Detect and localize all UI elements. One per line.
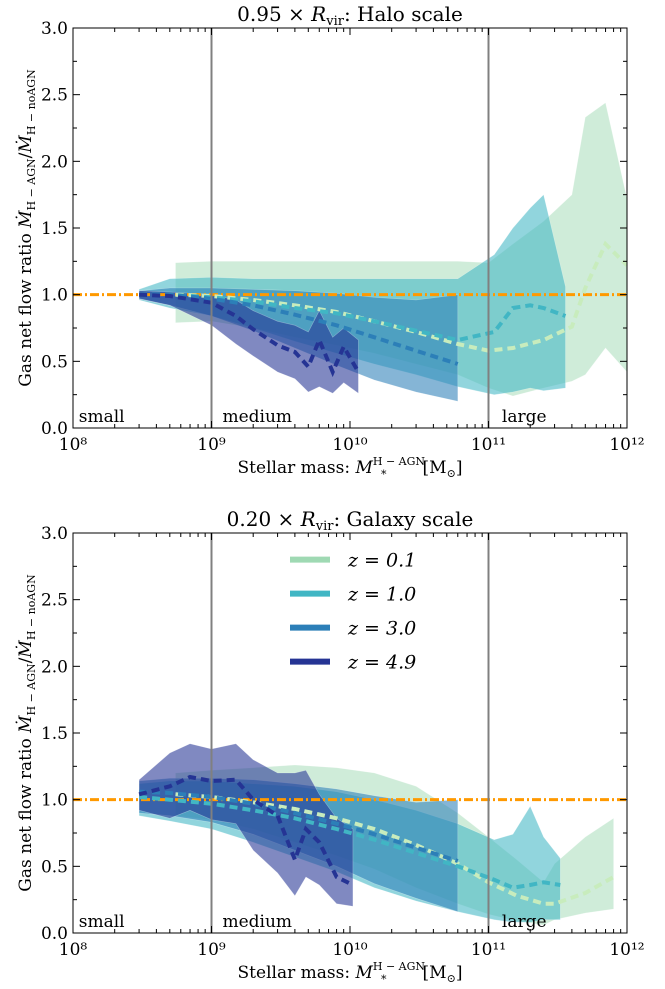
x-tick-label: 10¹⁰ [332, 435, 367, 455]
y-tick-label: 3.0 [41, 19, 68, 39]
region-label-small: small [79, 407, 125, 427]
y-tick-label: 2.0 [41, 657, 68, 677]
x-axis-label: Stellar mass: MH − AGN * [M⊙] [238, 455, 463, 481]
y-axis-label: Gas net flow ratio ṀH − AGN/ṀH − noAGN [15, 69, 38, 387]
y-tick-label: 0.5 [41, 352, 68, 372]
y-tick-label: 2.0 [41, 152, 68, 172]
median-z4-9 [138, 774, 354, 887]
band-z4-9 [138, 290, 359, 394]
y-tick-label: 1.5 [41, 724, 68, 744]
y-tick-label: 3.0 [41, 524, 68, 544]
y-tick-label: 0.0 [41, 924, 68, 944]
panel-title: 0.20 × Rvir: Galaxy scale [227, 507, 474, 534]
y-tick-label: 1.0 [41, 791, 68, 811]
legend: z = 0.1 z = 1.0 z = 3.0 z = 4.9 [290, 550, 416, 674]
y-tick-label: 0.5 [41, 857, 68, 877]
y-axis-label: Gas net flow ratio ṀH − AGN/ṀH − noAGN [15, 574, 38, 892]
legend-label-z4-9: z = 4.9 [347, 652, 416, 674]
x-axis-label: Stellar mass: MH − AGN * [M⊙] [238, 960, 463, 986]
galaxy-scale-panel: 0.0 0.5 1.0 1.5 2.0 2.5 3.0 10⁸ 10⁹ 10¹⁰ 10¹¹ 10¹² s… [15, 507, 645, 986]
x-tick-label: 10¹² [609, 435, 644, 455]
x-tick-label: 10¹² [609, 940, 644, 960]
x-tick-label: 10¹¹ [471, 435, 506, 455]
y-tick-label: 2.5 [41, 86, 68, 106]
legend-label-z1-0: z = 1.0 [347, 584, 416, 606]
median-z3-0 [139, 789, 459, 863]
panel-title: 0.95 × Rvir: Halo scale [237, 2, 463, 29]
y-tick-label: 2.5 [41, 591, 68, 611]
y-tick-label: 1.5 [41, 219, 68, 239]
x-tick-label: 10⁸ [59, 435, 88, 455]
plot-area [73, 743, 627, 926]
x-tick-label: 10¹¹ [471, 940, 506, 960]
median-z4-9 [139, 292, 361, 378]
region-label-medium: medium [222, 407, 292, 427]
plot-area [73, 102, 627, 402]
region-label-large: large [502, 912, 547, 932]
median-z3-0 [139, 292, 459, 366]
legend-label-z3-0: z = 3.0 [347, 618, 416, 640]
x-tick-label: 10⁹ [197, 940, 226, 960]
region-label-medium: medium [222, 912, 292, 932]
median-z1-0 [138, 795, 561, 890]
x-tick-label: 10⁹ [197, 435, 226, 455]
region-label-large: large [502, 407, 547, 427]
halo-scale-panel: 0.0 0.5 1.0 1.5 2.0 2.5 3.0 10⁸ 10⁹ 10¹⁰ 10¹¹ 10¹² s… [15, 2, 645, 481]
median-z0-1 [175, 240, 627, 353]
y-tick-label: 1.0 [41, 286, 68, 306]
y-tick-label: 0.0 [41, 419, 68, 439]
legend-label-z0-1: z = 0.1 [347, 550, 416, 572]
x-tick-label: 10¹⁰ [332, 940, 367, 960]
region-label-small: small [79, 912, 125, 932]
x-tick-label: 10⁸ [59, 940, 88, 960]
